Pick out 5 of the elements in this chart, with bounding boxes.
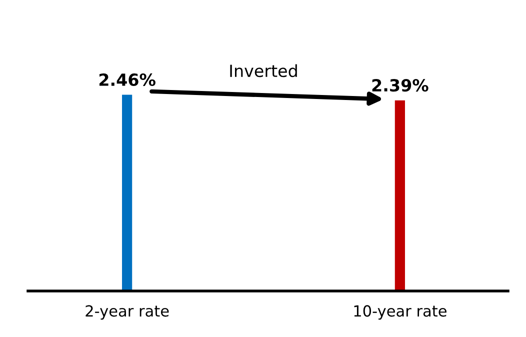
x-tick-label: 10-year rate [354,305,446,320]
x-tick-label: 2-year rate [86,305,169,320]
data-label: 2.46% [99,73,156,86]
data-label: 2.39% [372,79,428,92]
text: Inverted [230,64,297,78]
